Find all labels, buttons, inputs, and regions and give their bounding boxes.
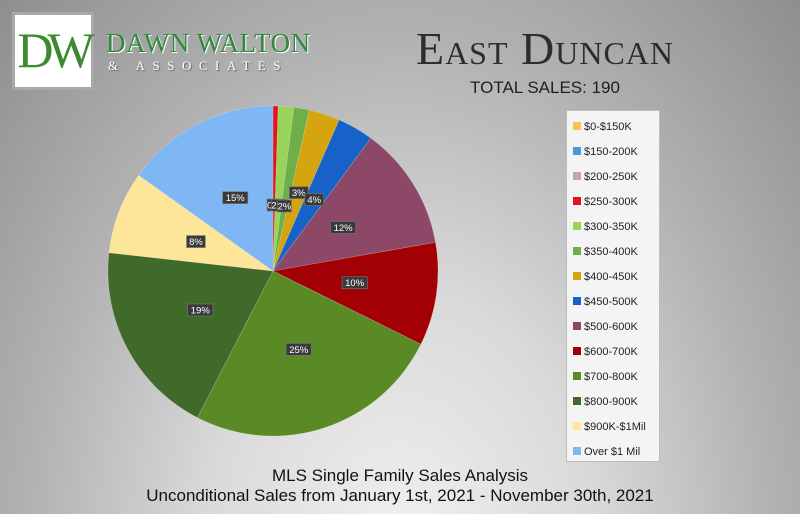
pie-slice (107, 252, 274, 419)
footer-date-range: Unconditional Sales from January 1st, 20… (146, 486, 654, 505)
total-sales: TOTAL SALES: 190 (470, 78, 620, 97)
legend-label: $350-400K (584, 246, 638, 258)
pie-slice (138, 105, 274, 272)
legend-item: $700-800K (573, 370, 638, 384)
legend-swatch (573, 322, 581, 331)
legend-item: $450-500K (573, 295, 638, 309)
svg-text:4%: 4% (307, 195, 321, 206)
legend-swatch (573, 347, 581, 356)
svg-text:2%: 2% (278, 202, 292, 213)
data-label: 8% (186, 235, 206, 248)
legend-swatch (573, 372, 581, 381)
legend-item: $400-450K (573, 270, 638, 284)
legend-label: $200-250K (584, 171, 638, 183)
pie-slice (272, 137, 436, 272)
legend-swatch (573, 272, 581, 281)
legend-swatch (573, 147, 581, 156)
pie-slice (272, 242, 439, 345)
svg-text:25%: 25% (289, 345, 309, 356)
legend-swatch (573, 447, 581, 456)
legend-label: $800-900K (584, 396, 638, 408)
data-label: 2% (277, 199, 292, 213)
logo-monogram: DW (17, 22, 94, 78)
legend-swatch (573, 172, 581, 181)
chart-legend: $0-$150K $150-200K $200-250K $250-300K $300-… (566, 110, 660, 462)
svg-text:10%: 10% (345, 278, 365, 289)
footer-title: MLS Single Family Sales Analysis (271, 466, 529, 485)
legend-swatch (573, 222, 581, 231)
brand-name: DAWN WALTON (106, 28, 311, 58)
legend-item: Over $1 Mil (573, 445, 640, 459)
legend-item: $900K-$1Mil (573, 420, 646, 434)
svg-text:19%: 19% (191, 305, 211, 316)
legend-swatch (573, 297, 581, 306)
legend-swatch (573, 397, 581, 406)
data-label: 19% (187, 303, 214, 316)
data-label: 10% (341, 276, 368, 289)
pie-slice (272, 105, 279, 272)
company-logo: DW (12, 12, 95, 90)
legend-label: Over $1 Mil (584, 446, 641, 458)
data-label: 3% (289, 186, 309, 199)
legend-item: $800-900K (573, 395, 638, 409)
legend-swatch (573, 197, 581, 206)
legend-swatch (573, 422, 581, 431)
legend-item: $300-350K (573, 220, 638, 234)
legend-item: $200-250K (573, 170, 638, 184)
legend-item: $250-300K (573, 195, 638, 209)
data-label: 25% (285, 343, 312, 356)
legend-label: $300-350K (584, 221, 638, 233)
data-label: 15% (222, 191, 249, 204)
svg-text:3%: 3% (292, 188, 306, 199)
legend-item: $350-400K (573, 245, 638, 259)
pie-slice (108, 174, 275, 272)
legend-swatch (573, 122, 581, 131)
data-label: 4% (304, 193, 324, 206)
chart-title: East Duncan (415, 23, 675, 74)
brand-subtitle: & ASSOCIATES (108, 58, 288, 73)
svg-text:15%: 15% (226, 193, 246, 204)
pie-slice (272, 105, 295, 272)
legend-label: $400-450K (584, 271, 638, 283)
legend-label: $450-500K (584, 296, 638, 308)
svg-text:8%: 8% (189, 237, 203, 248)
data-label: 12% (330, 221, 357, 234)
legend-swatch (573, 247, 581, 256)
legend-item: $150-200K (573, 145, 638, 159)
legend-label: $900K-$1Mil (584, 421, 646, 433)
legend-label: $0-$150K (584, 121, 632, 133)
legend-item: $600-700K (573, 345, 638, 359)
legend-label: $700-800K (584, 371, 638, 383)
legend-label: $500-600K (584, 321, 638, 333)
legend-item: $0-$150K (573, 120, 632, 134)
svg-text:12%: 12% (334, 223, 354, 234)
legend-label: $600-700K (584, 346, 638, 358)
legend-label: $250-300K (584, 196, 638, 208)
legend-label: $150-200K (584, 146, 638, 158)
legend-item: $500-600K (573, 320, 638, 334)
